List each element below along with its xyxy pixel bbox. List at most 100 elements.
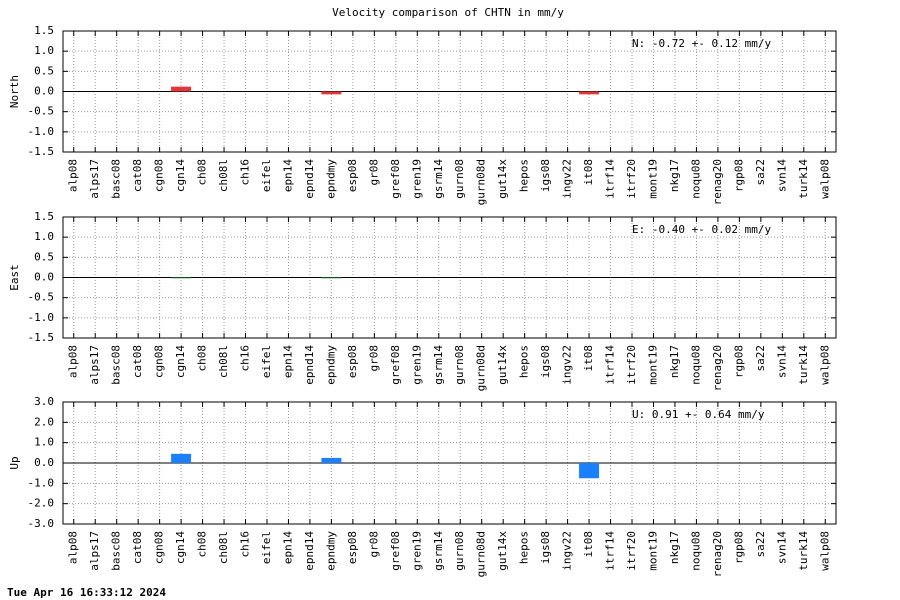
x-tick-label: ch16 <box>239 159 252 186</box>
y-tick-label: 0.0 <box>34 456 54 469</box>
x-tick-label: igs08 <box>539 345 552 378</box>
x-tick-label: epn14 <box>281 345 294 378</box>
x-tick-label: epndmy <box>324 345 337 385</box>
x-tick-label: gr08 <box>367 345 380 372</box>
y-axis-label: North <box>8 75 21 108</box>
x-tick-label: svn14 <box>775 159 788 192</box>
bar <box>579 463 600 479</box>
y-axis-label: Up <box>8 456 21 469</box>
bar <box>579 91 600 95</box>
y-axis-label: East <box>8 264 21 291</box>
bar <box>171 86 192 92</box>
x-tick-label: epnd14 <box>303 531 316 571</box>
x-tick-label: alp08 <box>67 159 80 192</box>
x-tick-label: turk14 <box>797 159 810 199</box>
bar <box>321 457 342 463</box>
y-tick-label: 1.5 <box>34 210 54 223</box>
x-tick-label: gut14x <box>496 345 509 385</box>
x-tick-label: alps17 <box>88 345 101 385</box>
x-tick-label: noqu08 <box>689 159 702 199</box>
x-tick-label: gren19 <box>410 531 423 571</box>
x-tick-label: mont19 <box>646 531 659 571</box>
x-tick-label: eifel <box>260 345 273 378</box>
x-tick-label: basc08 <box>110 159 123 199</box>
x-tick-label: alps17 <box>88 531 101 571</box>
x-tick-label: itrf20 <box>625 531 638 571</box>
x-tick-label: basc08 <box>110 345 123 385</box>
x-tick-label: epn14 <box>281 159 294 192</box>
x-tick-label: alps17 <box>88 159 101 199</box>
x-tick-label: gurn08 <box>453 345 466 385</box>
x-tick-label: it08 <box>582 531 595 558</box>
x-tick-label: hepos <box>518 159 531 192</box>
x-tick-label: gren19 <box>410 345 423 385</box>
x-tick-label: cat08 <box>131 159 144 192</box>
x-tick-label: it08 <box>582 159 595 186</box>
x-tick-label: walp08 <box>818 345 831 385</box>
y-tick-label: 0.5 <box>34 250 54 263</box>
x-tick-label: sa22 <box>754 159 767 186</box>
page-title: Velocity comparison of CHTN in mm/y <box>332 6 564 19</box>
y-tick-label: 0.0 <box>34 271 54 284</box>
x-tick-label: renag20 <box>711 531 724 577</box>
x-tick-label: ingv22 <box>561 159 574 199</box>
x-tick-label: mont19 <box>646 345 659 385</box>
x-tick-label: ch16 <box>239 345 252 372</box>
plot-frame <box>62 401 837 525</box>
y-tick-label: 3.0 <box>34 395 54 408</box>
x-tick-label: mont19 <box>646 159 659 199</box>
x-tick-label: rgp08 <box>732 531 745 564</box>
y-tick-label: 0.5 <box>34 64 54 77</box>
x-tick-label: epnd14 <box>303 345 316 385</box>
x-tick-label: ch08 <box>196 159 209 186</box>
y-tick-label: -2.0 <box>28 497 55 510</box>
x-tick-label: epn14 <box>281 531 294 564</box>
y-tick-label: -0.5 <box>28 105 55 118</box>
x-tick-label: cgn14 <box>174 159 187 192</box>
x-tick-label: gsrm14 <box>432 159 445 199</box>
bar <box>171 277 192 279</box>
x-tick-label: itrf20 <box>625 345 638 385</box>
x-tick-label: renag20 <box>711 345 724 391</box>
y-tick-label: 1.0 <box>34 230 54 243</box>
x-tick-label: it08 <box>582 345 595 372</box>
x-tick-label: epndmy <box>324 159 337 199</box>
plot-frame <box>62 216 837 339</box>
x-tick-label: gurn08d <box>475 531 488 577</box>
y-tick-label: -0.5 <box>28 291 55 304</box>
x-tick-label: esp08 <box>346 345 359 378</box>
x-tick-label: gr08 <box>367 159 380 186</box>
y-tick-label: 1.0 <box>34 436 54 449</box>
x-tick-label: ch16 <box>239 531 252 558</box>
x-tick-label: gsrm14 <box>432 531 445 571</box>
x-tick-label: cgn14 <box>174 345 187 378</box>
annotation: E: -0.40 +- 0.02 mm/y <box>632 223 771 236</box>
x-tick-label: gr08 <box>367 531 380 558</box>
x-tick-label: rgp08 <box>732 345 745 378</box>
x-tick-label: itrf14 <box>604 531 617 571</box>
x-tick-label: gut14x <box>496 531 509 571</box>
x-tick-label: gref08 <box>389 345 402 385</box>
x-tick-label: noqu08 <box>689 531 702 571</box>
x-tick-label: ingv22 <box>561 531 574 571</box>
x-tick-label: nkg17 <box>668 345 681 378</box>
x-tick-label: hepos <box>518 345 531 378</box>
x-tick-label: igs08 <box>539 159 552 192</box>
x-tick-label: hepos <box>518 531 531 564</box>
x-tick-label: eifel <box>260 159 273 192</box>
x-tick-label: epndmy <box>324 531 337 571</box>
x-tick-label: gurn08 <box>453 531 466 571</box>
y-tick-label: -3.0 <box>28 517 55 530</box>
x-tick-label: sa22 <box>754 531 767 558</box>
x-tick-label: rgp08 <box>732 159 745 192</box>
x-tick-label: cgn14 <box>174 531 187 564</box>
y-tick-label: 1.0 <box>34 44 54 57</box>
x-tick-label: ch08 <box>196 531 209 558</box>
x-tick-label: eifel <box>260 531 273 564</box>
x-tick-label: renag20 <box>711 159 724 205</box>
x-tick-label: turk14 <box>797 531 810 571</box>
x-tick-label: ch08l <box>217 345 230 378</box>
x-tick-label: itrf14 <box>604 159 617 199</box>
